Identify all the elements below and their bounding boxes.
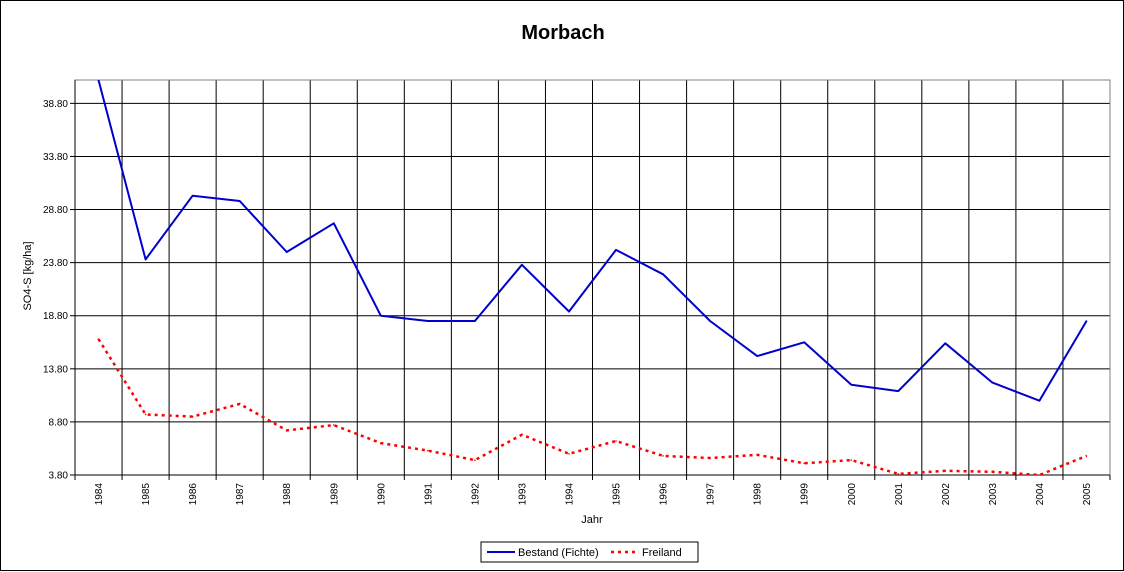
data-point xyxy=(615,249,617,251)
data-point xyxy=(709,457,711,459)
data-point xyxy=(756,454,758,456)
data-point xyxy=(850,459,853,461)
series-line-2 xyxy=(97,338,1087,475)
x-tick-label: 1995 xyxy=(612,483,623,506)
data-point xyxy=(97,80,100,81)
data-point xyxy=(615,440,617,442)
x-tick-label: 1989 xyxy=(329,483,340,506)
series-line-1 xyxy=(97,80,1088,402)
y-axis-label: SO4-S [kg/ha] xyxy=(22,241,34,310)
data-point xyxy=(709,320,711,322)
x-tick-label: 1991 xyxy=(423,483,434,506)
data-point xyxy=(1085,320,1088,322)
data-point xyxy=(850,383,853,386)
x-tick-label: 1988 xyxy=(282,483,293,506)
data-point xyxy=(474,459,476,461)
x-tick-label: 1996 xyxy=(659,483,670,506)
x-tick-label: 1984 xyxy=(94,483,105,506)
data-point xyxy=(191,194,194,197)
x-tick-label: 1997 xyxy=(706,483,717,506)
x-tick-label: 1993 xyxy=(517,483,528,506)
y-tick-label: 13.80 xyxy=(43,364,68,375)
x-tick-label: 1986 xyxy=(188,483,199,506)
data-point xyxy=(897,390,900,392)
data-point xyxy=(379,442,382,444)
x-tick-label: 2003 xyxy=(988,483,999,506)
data-point xyxy=(1038,474,1041,475)
data-point xyxy=(991,471,994,473)
data-point xyxy=(568,310,570,313)
data-point xyxy=(144,413,147,416)
y-tick-label: 8.80 xyxy=(49,417,69,428)
chart-title: Morbach xyxy=(521,22,604,44)
y-tick-label: 18.80 xyxy=(43,311,68,322)
data-point xyxy=(332,424,335,426)
x-tick-label: 2001 xyxy=(894,483,905,506)
x-tick-label: 2002 xyxy=(941,483,952,506)
data-point xyxy=(803,341,806,344)
data-point xyxy=(944,342,947,345)
legend-label-1: Bestand (Fichte) xyxy=(518,547,599,559)
y-tick-label: 38.80 xyxy=(43,99,68,110)
data-point xyxy=(427,449,429,452)
y-tick-label: 23.80 xyxy=(43,258,68,269)
data-point xyxy=(897,473,900,475)
data-point xyxy=(1038,399,1041,402)
data-point xyxy=(191,415,194,418)
x-tick-label: 2005 xyxy=(1082,483,1093,506)
data-point xyxy=(521,433,523,436)
x-tick-label: 2004 xyxy=(1035,483,1046,506)
data-point xyxy=(285,251,288,253)
x-tick-label: 1990 xyxy=(376,483,387,506)
x-tick-label: 1987 xyxy=(235,483,246,506)
x-tick-label: 1999 xyxy=(800,483,811,506)
y-tick-label: 28.80 xyxy=(43,205,68,216)
data-point xyxy=(991,381,994,384)
data-point xyxy=(521,263,523,266)
legend-box xyxy=(480,541,699,563)
data-point xyxy=(803,462,806,465)
data-point xyxy=(474,320,476,322)
y-tick-label: 3.80 xyxy=(49,471,69,482)
data-point xyxy=(662,455,664,457)
x-tick-label: 1992 xyxy=(470,483,481,506)
data-point xyxy=(568,452,570,455)
y-tick-label: 33.80 xyxy=(43,152,68,163)
data-point xyxy=(944,469,947,472)
legend-label-2: Freiland xyxy=(642,547,682,559)
data-point xyxy=(285,429,288,432)
data-point xyxy=(756,355,758,357)
data-point xyxy=(427,320,429,322)
x-tick-label: 1998 xyxy=(753,483,764,506)
x-axis-label: Jahr xyxy=(581,514,603,526)
data-point xyxy=(238,403,241,405)
data-point xyxy=(97,338,100,340)
data-point xyxy=(144,258,147,261)
data-point xyxy=(1085,455,1088,457)
data-point xyxy=(379,314,382,317)
x-tick-label: 1985 xyxy=(141,483,152,506)
x-tick-label: 2000 xyxy=(847,483,858,506)
data-point xyxy=(332,222,335,225)
data-point xyxy=(662,273,664,276)
x-tick-label: 1994 xyxy=(564,483,575,506)
data-point xyxy=(238,200,241,202)
